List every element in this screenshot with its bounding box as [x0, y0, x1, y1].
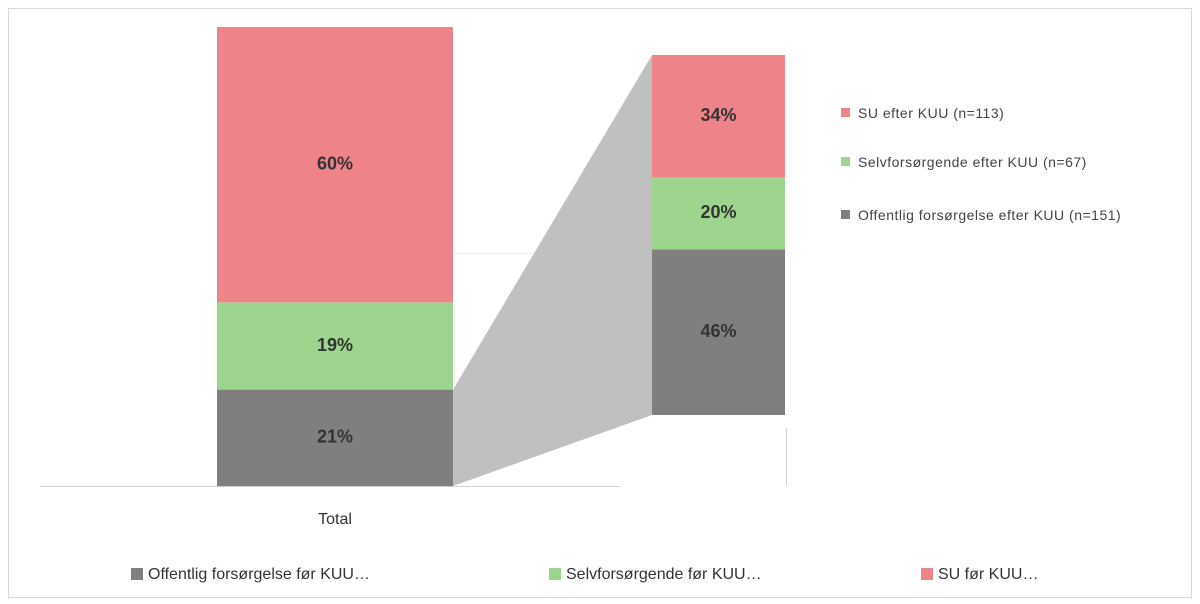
- bar-segment: [652, 55, 785, 178]
- legend-swatch: [131, 568, 143, 580]
- legend-label: Offentlig forsørgelse før KUU…: [148, 566, 370, 583]
- bar-segment: [652, 249, 785, 415]
- data-label: 34%: [700, 105, 736, 125]
- bar-segment: [652, 177, 785, 250]
- data-label: 20%: [700, 202, 736, 222]
- x-tick-label: Total: [318, 511, 352, 528]
- legend-label: SU før KUU…: [938, 566, 1038, 583]
- legend-label: SU efter KUU (n=113): [858, 105, 1005, 121]
- data-label: 60%: [317, 153, 353, 173]
- connector: [453, 55, 652, 486]
- bar-segment: [217, 302, 453, 390]
- legend-label: Offentlig forsørgelse efter KUU (n=151): [858, 207, 1122, 223]
- data-label: 21%: [317, 427, 353, 447]
- bar-segment: [217, 389, 453, 486]
- legend-swatch: [841, 210, 850, 219]
- data-label: 19%: [317, 335, 353, 355]
- legend-swatch: [841, 108, 850, 117]
- data-label: 46%: [700, 321, 736, 341]
- bar-segment: [217, 27, 453, 303]
- legend-swatch: [549, 568, 561, 580]
- legend-swatch: [841, 157, 850, 166]
- frame-border: [8, 8, 1192, 598]
- legend-label: Selvforsørgende efter KUU (n=67): [858, 154, 1087, 170]
- legend-label: Selvforsørgende før KUU…: [566, 566, 762, 583]
- legend-swatch: [921, 568, 933, 580]
